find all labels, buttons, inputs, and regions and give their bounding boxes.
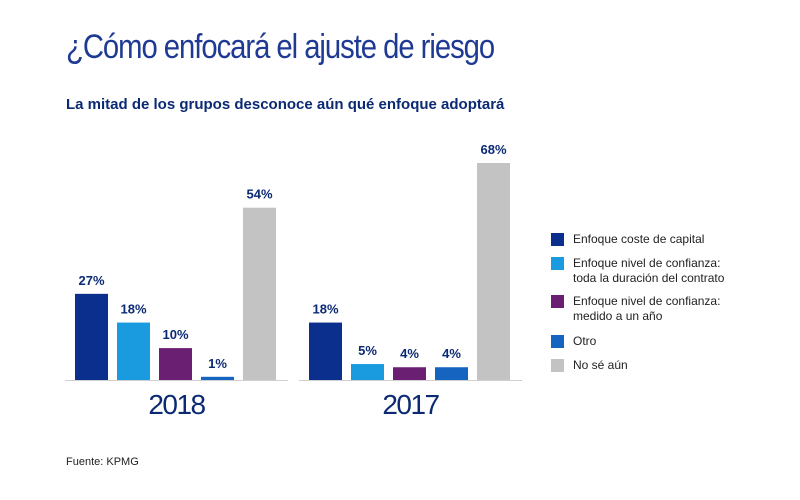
bar	[435, 367, 468, 380]
legend-item: Enfoque coste de capital	[551, 232, 724, 256]
legend-swatch	[551, 233, 564, 246]
legend-item: Enfoque nivel de confianza: toda la dura…	[551, 256, 724, 294]
data-label: 4%	[400, 346, 419, 361]
data-label: 10%	[162, 327, 188, 342]
data-label: 54%	[246, 187, 272, 202]
bar	[309, 322, 342, 380]
bar	[393, 367, 426, 380]
bar	[243, 207, 276, 380]
bar	[477, 163, 510, 380]
legend-label: Enfoque coste de capital	[573, 232, 705, 246]
legend-item: Enfoque nivel de confianza: medido a un …	[551, 294, 724, 334]
bar	[201, 376, 234, 380]
bar	[75, 293, 108, 380]
legend: Enfoque coste de capital Enfoque nivel d…	[551, 232, 724, 382]
data-label: 18%	[120, 302, 146, 317]
bar	[351, 364, 384, 380]
legend-item: No sé aún	[551, 358, 724, 382]
legend-label: Otro	[573, 334, 597, 348]
legend-label: Enfoque nivel de confianza: toda la dura…	[573, 256, 725, 285]
data-label: 18%	[312, 302, 338, 317]
group-label: 2017	[382, 389, 439, 420]
legend-swatch	[551, 295, 564, 308]
data-label: 1%	[208, 356, 227, 371]
data-label: 27%	[78, 273, 104, 288]
bar	[117, 322, 150, 380]
data-label: 5%	[358, 343, 377, 358]
legend-swatch	[551, 359, 564, 372]
chart-subtitle: La mitad de los grupos desconoce aún qué…	[66, 96, 505, 113]
group-label: 2018	[148, 389, 205, 420]
legend-swatch	[551, 257, 564, 270]
legend-label: Enfoque nivel de confianza: medido a un …	[573, 294, 721, 323]
legend-label: No sé aún	[573, 358, 628, 372]
source-note: Fuente: KPMG	[66, 456, 139, 468]
legend-item: Otro	[551, 334, 724, 358]
bar	[159, 348, 192, 380]
legend-swatch	[551, 335, 564, 348]
chart-title: ¿Cómo enfocará el ajuste de riesgo	[66, 28, 495, 66]
data-label: 4%	[442, 346, 461, 361]
data-label: 68%	[480, 142, 506, 157]
